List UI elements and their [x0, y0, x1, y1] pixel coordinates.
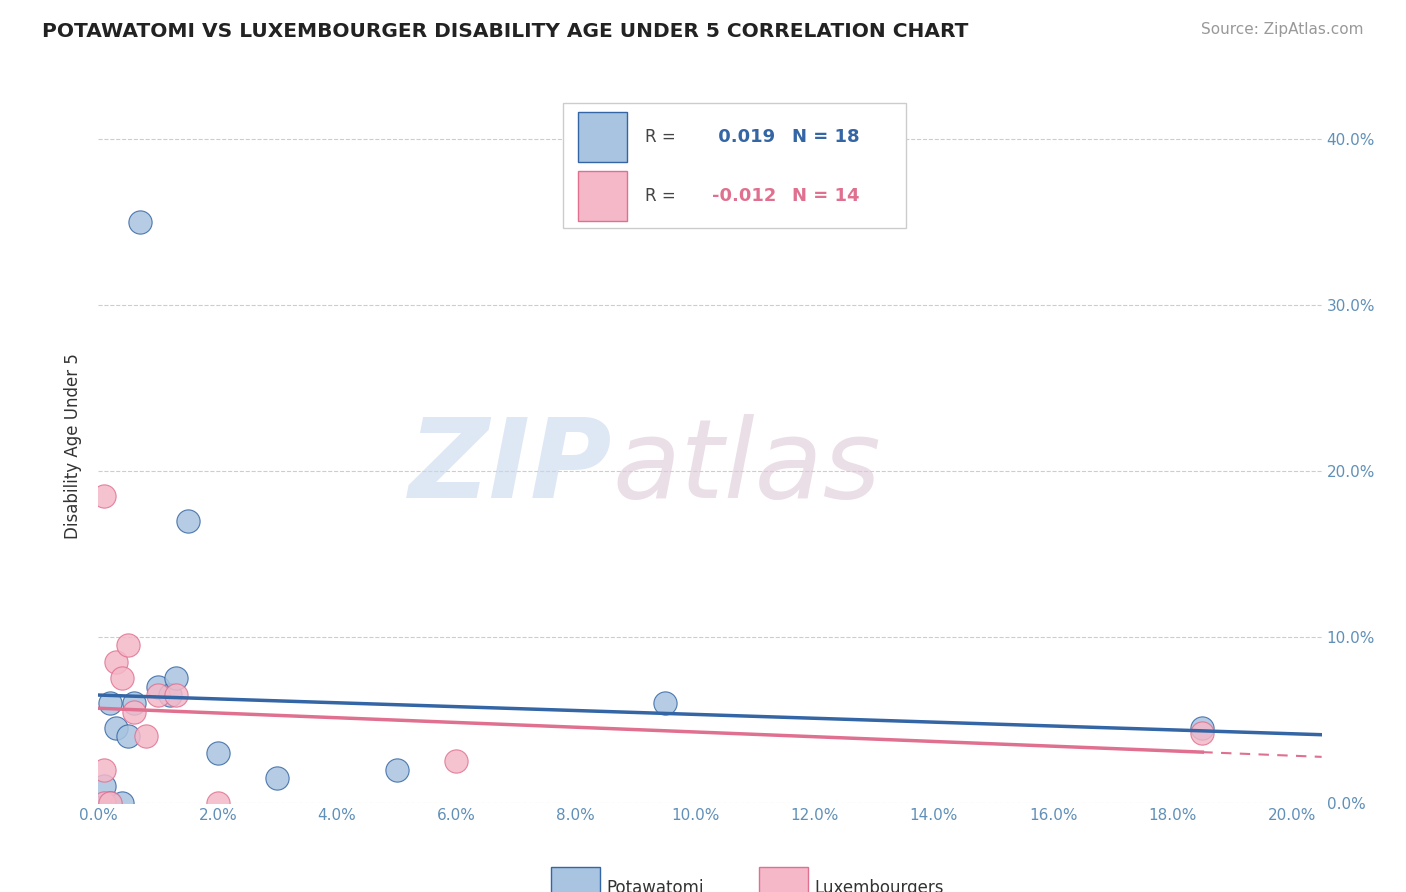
Text: Source: ZipAtlas.com: Source: ZipAtlas.com [1201, 22, 1364, 37]
Point [122, 696, 145, 710]
Point [146, 680, 169, 694]
Point [117, 638, 139, 652]
Y-axis label: Disability Age Under 5: Disability Age Under 5 [65, 353, 83, 539]
FancyBboxPatch shape [551, 867, 600, 892]
Point [93, 796, 115, 810]
Point [93, 489, 115, 503]
Text: ZIP: ZIP [409, 414, 612, 521]
Point [93, 763, 115, 777]
Text: atlas: atlas [612, 414, 880, 521]
Point [654, 696, 676, 710]
Point [1191, 726, 1213, 740]
Text: POTAWATOMI VS LUXEMBOURGER DISABILITY AGE UNDER 5 CORRELATION CHART: POTAWATOMI VS LUXEMBOURGER DISABILITY AG… [42, 22, 969, 41]
Text: 0.019: 0.019 [713, 128, 776, 146]
Point [93, 796, 115, 810]
Point [159, 688, 181, 702]
FancyBboxPatch shape [564, 103, 905, 228]
Text: N = 18: N = 18 [792, 128, 859, 146]
Point [165, 688, 187, 702]
Point [446, 754, 468, 768]
FancyBboxPatch shape [578, 112, 627, 162]
Point [93, 779, 115, 793]
Text: R =: R = [645, 128, 681, 146]
Point [111, 671, 134, 685]
Text: -0.012: -0.012 [713, 186, 778, 204]
Point [98, 696, 121, 710]
Point [117, 730, 139, 744]
Point [129, 215, 152, 229]
FancyBboxPatch shape [759, 867, 808, 892]
Point [266, 771, 288, 785]
Point [1191, 721, 1213, 735]
Point [146, 688, 169, 702]
Point [207, 746, 229, 760]
Point [165, 671, 187, 685]
Point [98, 796, 121, 810]
FancyBboxPatch shape [578, 170, 627, 220]
Point [122, 705, 145, 719]
Point [105, 721, 128, 735]
Point [207, 796, 229, 810]
Point [385, 763, 408, 777]
Point [111, 796, 134, 810]
Point [105, 655, 128, 669]
Point [177, 514, 200, 528]
Point [98, 796, 121, 810]
Text: N = 14: N = 14 [792, 186, 859, 204]
Point [135, 730, 157, 744]
Text: Potawatomi: Potawatomi [606, 880, 703, 892]
Text: R =: R = [645, 186, 681, 204]
Text: Luxembourgers: Luxembourgers [814, 880, 943, 892]
